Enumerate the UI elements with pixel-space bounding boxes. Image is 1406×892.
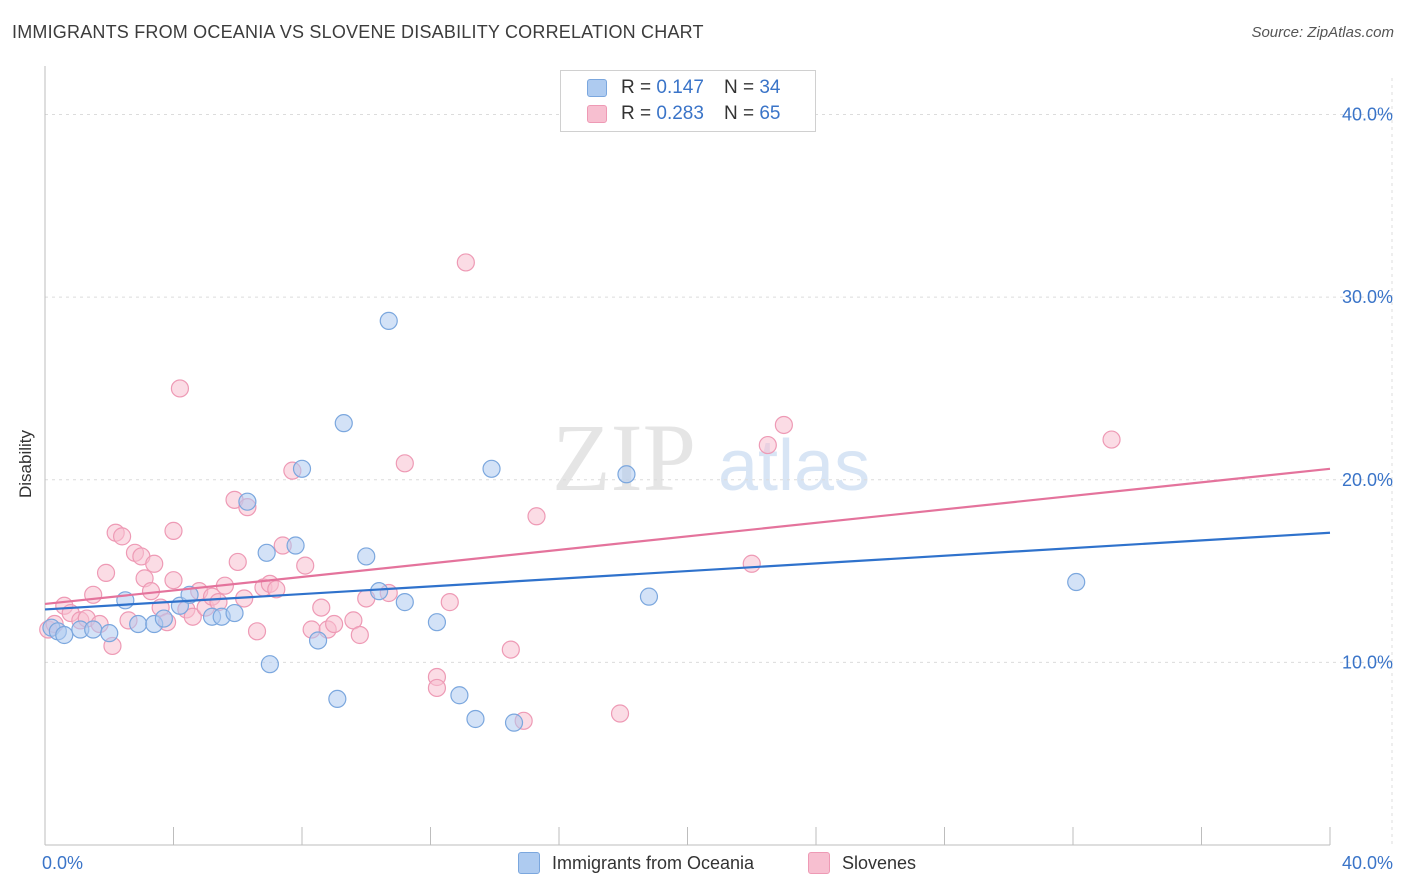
y-tick-label: 10.0% xyxy=(1342,652,1393,672)
watermark-atlas: atlas xyxy=(718,426,870,506)
point-oceania xyxy=(292,459,312,478)
x-tick-label: 40.0% xyxy=(1342,853,1393,873)
axes: 0.0% 40.0% xyxy=(42,66,1393,873)
point-oceania xyxy=(238,492,257,511)
point-slovenes xyxy=(164,571,183,590)
point-slovenes xyxy=(164,521,183,540)
point-oceania xyxy=(154,609,173,628)
point-slovenes xyxy=(312,598,331,617)
trend-line-oceania xyxy=(44,531,1331,611)
point-slovenes xyxy=(325,614,344,634)
point-slovenes xyxy=(183,607,202,626)
point-slovenes xyxy=(427,678,447,698)
point-slovenes xyxy=(350,625,369,645)
legend-r-label: R = xyxy=(621,103,652,124)
point-oceania xyxy=(180,585,199,604)
point-oceania xyxy=(257,543,276,562)
y-tick-label: 30.0% xyxy=(1342,287,1393,307)
point-oceania xyxy=(639,587,659,606)
legend-r-value: 0.147 xyxy=(656,77,704,98)
point-oceania xyxy=(1067,572,1086,592)
watermark-zip: ZIP xyxy=(552,404,696,511)
point-oceania xyxy=(357,547,376,566)
x-tick-label: 0.0% xyxy=(42,853,83,873)
grid-lines xyxy=(45,78,1393,845)
point-oceania xyxy=(450,686,469,705)
point-slovenes xyxy=(501,640,520,659)
point-slovenes xyxy=(742,554,761,573)
point-oceania xyxy=(286,536,305,555)
legend-n-value: 34 xyxy=(759,77,781,98)
bottom-legend-label-slovenes: Slovenes xyxy=(842,852,917,873)
legend-n-label: N = xyxy=(723,77,755,98)
bottom-legend-oceania: Immigrants from Oceania xyxy=(518,852,754,874)
data-points xyxy=(39,253,1121,732)
trend-line-slovenes xyxy=(44,467,1331,606)
point-oceania xyxy=(466,709,485,729)
y-tick-label: 20.0% xyxy=(1342,470,1393,490)
point-slovenes xyxy=(774,415,793,435)
point-slovenes xyxy=(96,563,116,582)
point-oceania xyxy=(84,620,103,639)
bottom-legend-label-oceania: Immigrants from Oceania xyxy=(552,852,755,873)
point-slovenes xyxy=(267,580,286,599)
bottom-legend-swatch-oceania xyxy=(518,852,540,874)
legend-r-value: 0.283 xyxy=(656,103,704,124)
point-slovenes xyxy=(247,622,267,641)
legend: R = 0.147 N = 34 R = 0.283 N = 65 xyxy=(560,70,816,132)
y-axis-title: Disability xyxy=(16,429,35,498)
point-slovenes xyxy=(527,507,546,526)
legend-row-slovenes: R = 0.283 N = 65 xyxy=(587,102,780,126)
chart-title: IMMIGRANTS FROM OCEANIA VS SLOVENE DISAB… xyxy=(12,22,704,42)
point-slovenes xyxy=(395,454,414,473)
point-oceania xyxy=(55,625,74,645)
point-oceania xyxy=(504,713,524,732)
point-slovenes xyxy=(1102,430,1121,449)
point-slovenes xyxy=(84,585,103,604)
point-oceania xyxy=(482,459,501,478)
point-slovenes xyxy=(228,552,247,572)
point-slovenes xyxy=(145,554,164,573)
point-oceania xyxy=(129,614,148,634)
watermark: ZIP atlas xyxy=(552,404,870,511)
point-oceania xyxy=(334,414,353,433)
point-oceania xyxy=(617,465,636,484)
legend-row-oceania: R = 0.147 N = 34 xyxy=(587,76,780,100)
point-oceania xyxy=(395,593,414,612)
bottom-legend-swatch-slovenes xyxy=(808,852,830,874)
y-tick-labels: 10.0% 20.0% 30.0% 40.0% xyxy=(1342,105,1393,673)
point-slovenes xyxy=(440,593,459,612)
point-slovenes xyxy=(112,527,132,546)
point-oceania xyxy=(379,311,398,330)
point-oceania xyxy=(225,603,244,623)
legend-n-value: 65 xyxy=(759,103,781,124)
point-oceania xyxy=(328,689,347,709)
legend-n-label: N = xyxy=(723,103,755,124)
point-oceania xyxy=(100,624,119,643)
source-label: Source: ZipAtlas.com xyxy=(1251,24,1394,41)
point-oceania xyxy=(308,631,328,650)
trend-lines xyxy=(44,467,1331,611)
y-tick-label: 40.0% xyxy=(1342,105,1393,125)
point-slovenes xyxy=(170,379,190,398)
point-slovenes xyxy=(456,253,475,272)
legend-r-label: R = xyxy=(621,77,652,98)
point-oceania xyxy=(370,582,389,601)
legend-swatch-oceania xyxy=(587,79,607,97)
point-oceania xyxy=(427,613,447,632)
point-slovenes xyxy=(758,435,777,455)
point-slovenes xyxy=(610,704,630,723)
point-slovenes xyxy=(296,556,315,575)
bottom-legend-slovenes: Slovenes xyxy=(808,852,916,874)
point-oceania xyxy=(260,655,279,674)
legend-swatch-slovenes xyxy=(587,105,607,123)
